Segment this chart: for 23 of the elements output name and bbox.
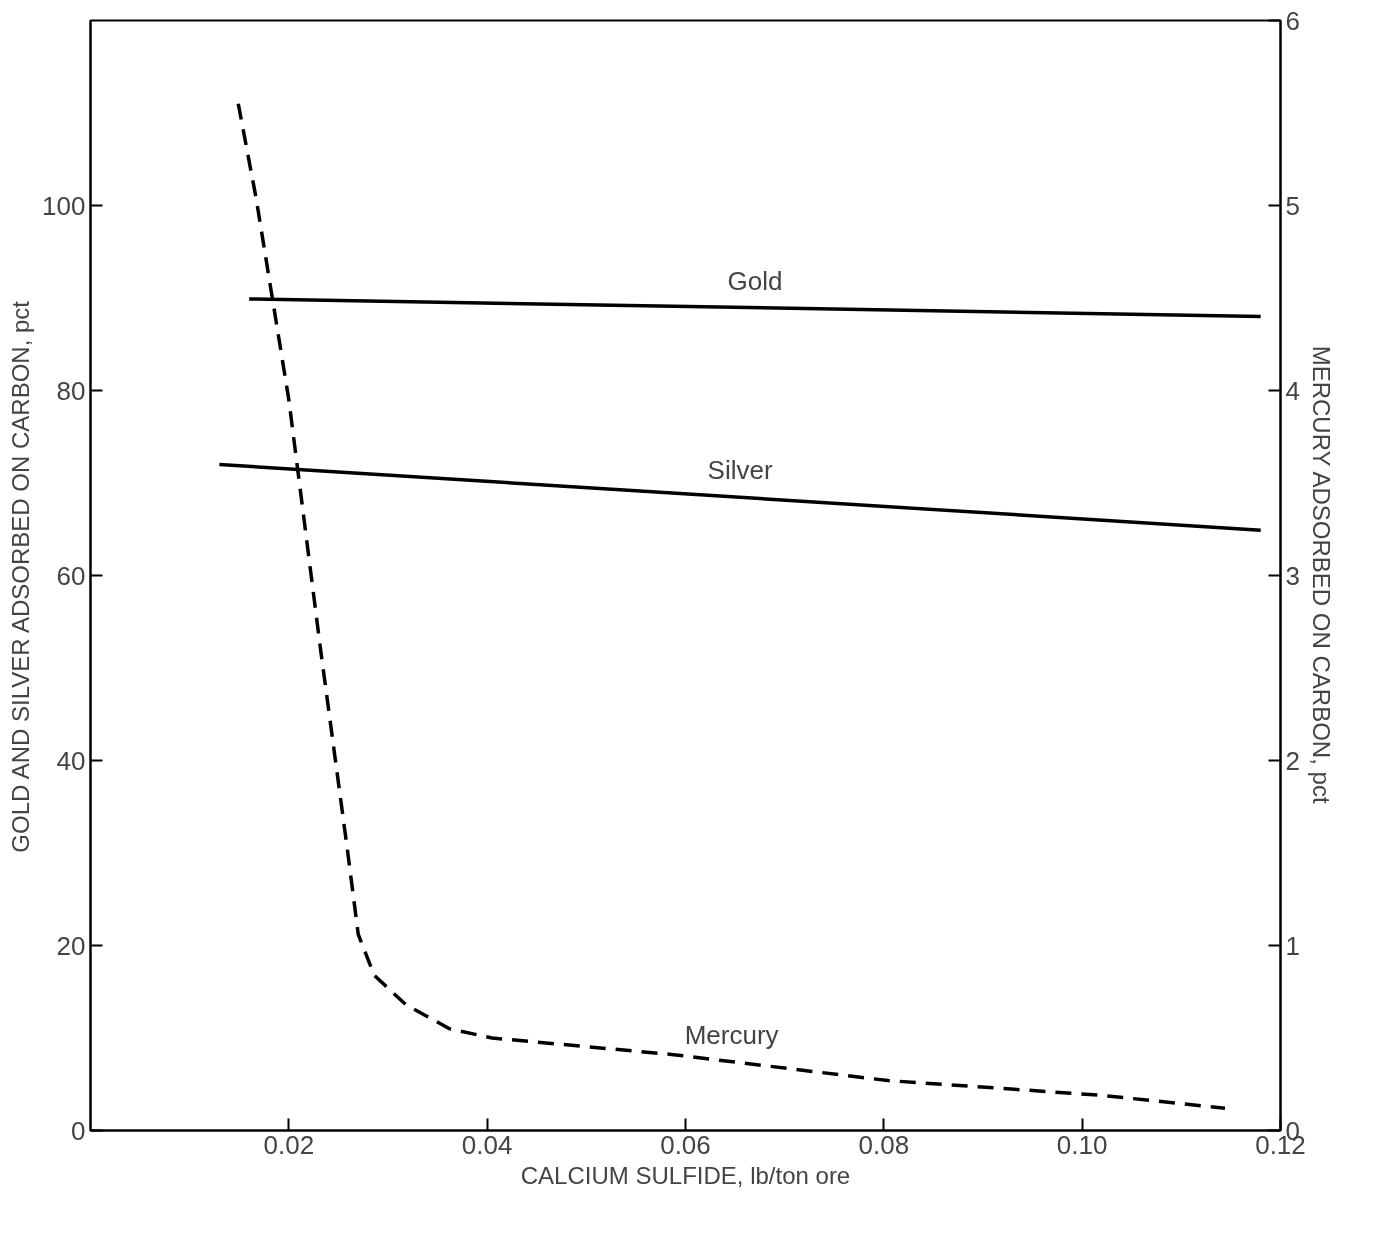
y-tick-label: 100 (42, 190, 86, 221)
x-axis-title: CALCIUM SULFIDE, lb/ton ore (520, 1161, 851, 1189)
x-tick-label: 0.06 (660, 1129, 711, 1160)
y2-tick-label: 4 (1285, 375, 1300, 406)
y2-tick-label: 5 (1285, 190, 1300, 221)
x-tick-label: 0.04 (461, 1129, 513, 1160)
y2-tick-label: 1 (1285, 930, 1300, 961)
x-tick-label: 0.08 (858, 1129, 910, 1160)
y2-tick-label: 3 (1285, 560, 1300, 591)
y-tick-label: 40 (56, 745, 86, 776)
y2-tick-label: 2 (1285, 745, 1300, 776)
x-tick-label: 0.02 (263, 1129, 315, 1160)
series-label: Mercury (684, 1019, 779, 1050)
series-label: Silver (707, 455, 773, 486)
y-tick-label: 20 (56, 930, 86, 961)
x-tick-label: 0.10 (1056, 1129, 1108, 1160)
y-tick-label: 60 (56, 560, 86, 591)
y-axis-title: GOLD AND SILVER ADSORBED ON CARBON, pct (7, 300, 35, 853)
y2-axis-title: MERCURY ADSORBED ON CARBON, pct (1307, 345, 1335, 804)
y2-tick-label: 6 (1285, 5, 1300, 36)
y-tick-label: 0 (71, 1115, 86, 1146)
series-label: Gold (727, 265, 783, 296)
y-tick-label: 80 (56, 375, 86, 406)
